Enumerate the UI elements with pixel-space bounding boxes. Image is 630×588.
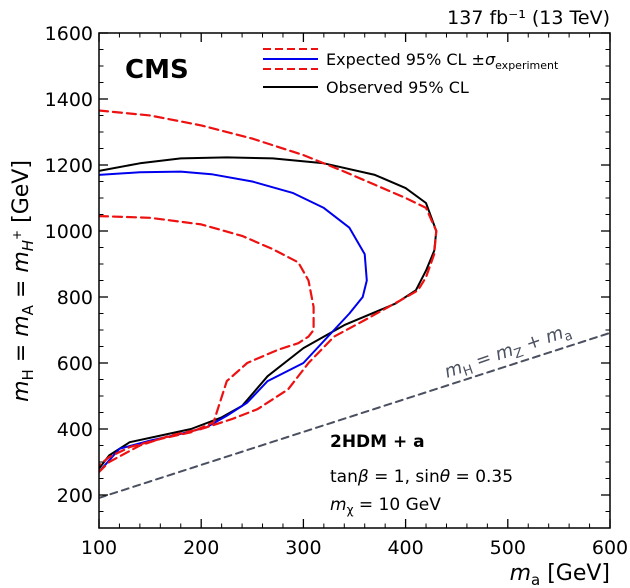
curves-layer (99, 109, 610, 499)
y-tick-label: 800 (57, 287, 93, 309)
diagonal-label: mH = mZ + ma (442, 320, 575, 386)
legend-expected-label: Expected 95% CL ±σexperiment (326, 50, 559, 72)
legend-observed-label: Observed 95% CL (326, 78, 469, 97)
y-tick-label: 400 (57, 419, 93, 441)
legend: Expected 95% CL ±σexperiment Observed 95… (263, 48, 559, 97)
model-label: 2HDM + a (330, 432, 425, 452)
x-tick-label: 600 (592, 537, 628, 559)
top-label: 137 fb⁻¹ (13 TeV) (447, 7, 610, 29)
x-tick-label: 200 (183, 537, 219, 559)
x-axis: 100 200 300 400 500 600 (81, 33, 628, 559)
cms-label: CMS (125, 55, 189, 85)
y-tick-label: 600 (57, 353, 93, 375)
y-tick-label: 1600 (45, 23, 93, 45)
x-tick-label: 500 (490, 537, 526, 559)
plot-frame (98, 32, 611, 529)
y-axis: 200 400 600 800 1000 1200 1400 1600 (45, 23, 610, 529)
y-tick-label: 1400 (45, 89, 93, 111)
series-observed-line (99, 156, 438, 470)
x-tick-label: 100 (81, 537, 117, 559)
y-tick-label: 200 (57, 485, 93, 507)
x-axis-label: ma [GeV] (510, 561, 610, 588)
series-diagonal-line (99, 331, 610, 499)
y-tick-label: 1200 (45, 155, 93, 177)
x-tick-label: 400 (387, 537, 423, 559)
x-tick-label: 300 (285, 537, 321, 559)
series-expected-line (99, 170, 368, 473)
params-line1: tanβ = 1, sinθ = 0.35 (330, 467, 513, 487)
y-axis-label: mH = mA = mH+ [GeV] (9, 160, 37, 402)
series-expected-plus1sigma-line (99, 109, 438, 473)
y-tick-label: 1000 (45, 221, 93, 243)
params-line2: mχ = 10 GeV (330, 495, 441, 517)
